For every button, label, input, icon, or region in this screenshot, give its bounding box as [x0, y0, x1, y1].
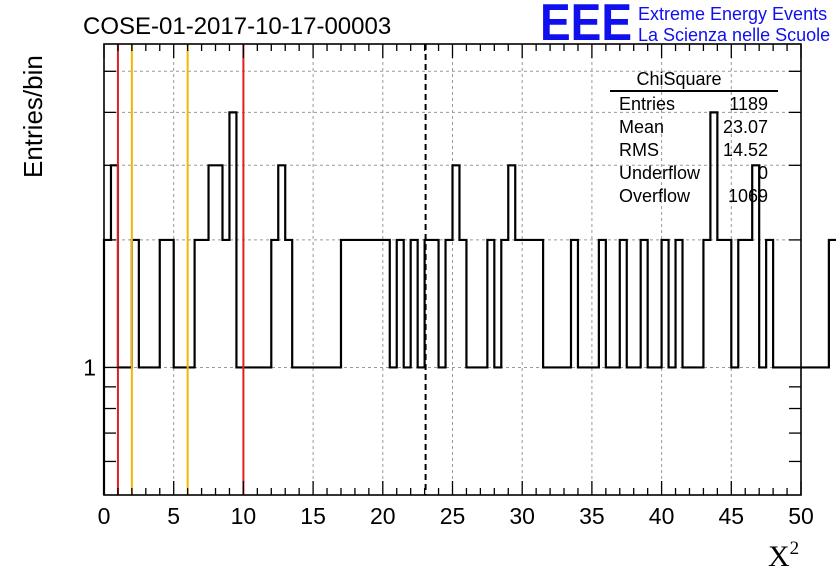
brand-line-2: La Scienza nelle Scuole [638, 25, 830, 45]
axes [103, 43, 802, 496]
y-axis-label: Entries/bin [18, 55, 48, 178]
x-tick-labels: 0 5 10 15 20 25 30 35 40 45 50 [98, 503, 814, 529]
x-tick-label: 50 [788, 503, 814, 529]
x-tick-label: 10 [231, 503, 257, 529]
x-tick-label: 15 [300, 503, 326, 529]
stats-box-title: ChiSquare [636, 69, 721, 89]
stats-value-underflow: 0 [758, 163, 768, 183]
x-tick-label: 35 [579, 503, 605, 529]
stats-label-underflow: Underflow [619, 163, 701, 183]
stats-label-entries: Entries [619, 94, 675, 114]
y-tick-labels: 1 [83, 354, 96, 380]
marker-lines [116, 44, 427, 495]
stats-label-rms: RMS [619, 140, 659, 160]
x-tick-label: 25 [440, 503, 466, 529]
grid-lines [104, 44, 801, 495]
histogram-step-line [102, 111, 836, 495]
x-tick-label: 20 [370, 503, 396, 529]
brand-line-1: Extreme Energy Events [638, 4, 827, 24]
x-axis-label: X2 [768, 538, 799, 572]
stats-label-mean: Mean [619, 117, 664, 137]
x-tick-label: 5 [167, 503, 180, 529]
x-tick-label: 40 [649, 503, 675, 529]
x-tick-label: 0 [98, 503, 111, 529]
histogram-series [102, 111, 836, 495]
stats-value-overflow: 1069 [728, 186, 768, 206]
stats-value-mean: 23.07 [723, 117, 768, 137]
stats-value-rms: 14.52 [723, 140, 768, 160]
stats-value-entries: 1189 [729, 94, 768, 114]
stats-box: ChiSquare Entries 1189 Mean 23.07 RMS 14… [610, 69, 778, 206]
stats-label-overflow: Overflow [619, 186, 691, 206]
chart-title: COSE-01-2017-10-17-00003 [83, 13, 391, 40]
x-tick-label: 45 [719, 503, 745, 529]
x-tick-label: 30 [509, 503, 535, 529]
y-tick-label: 1 [83, 354, 96, 380]
